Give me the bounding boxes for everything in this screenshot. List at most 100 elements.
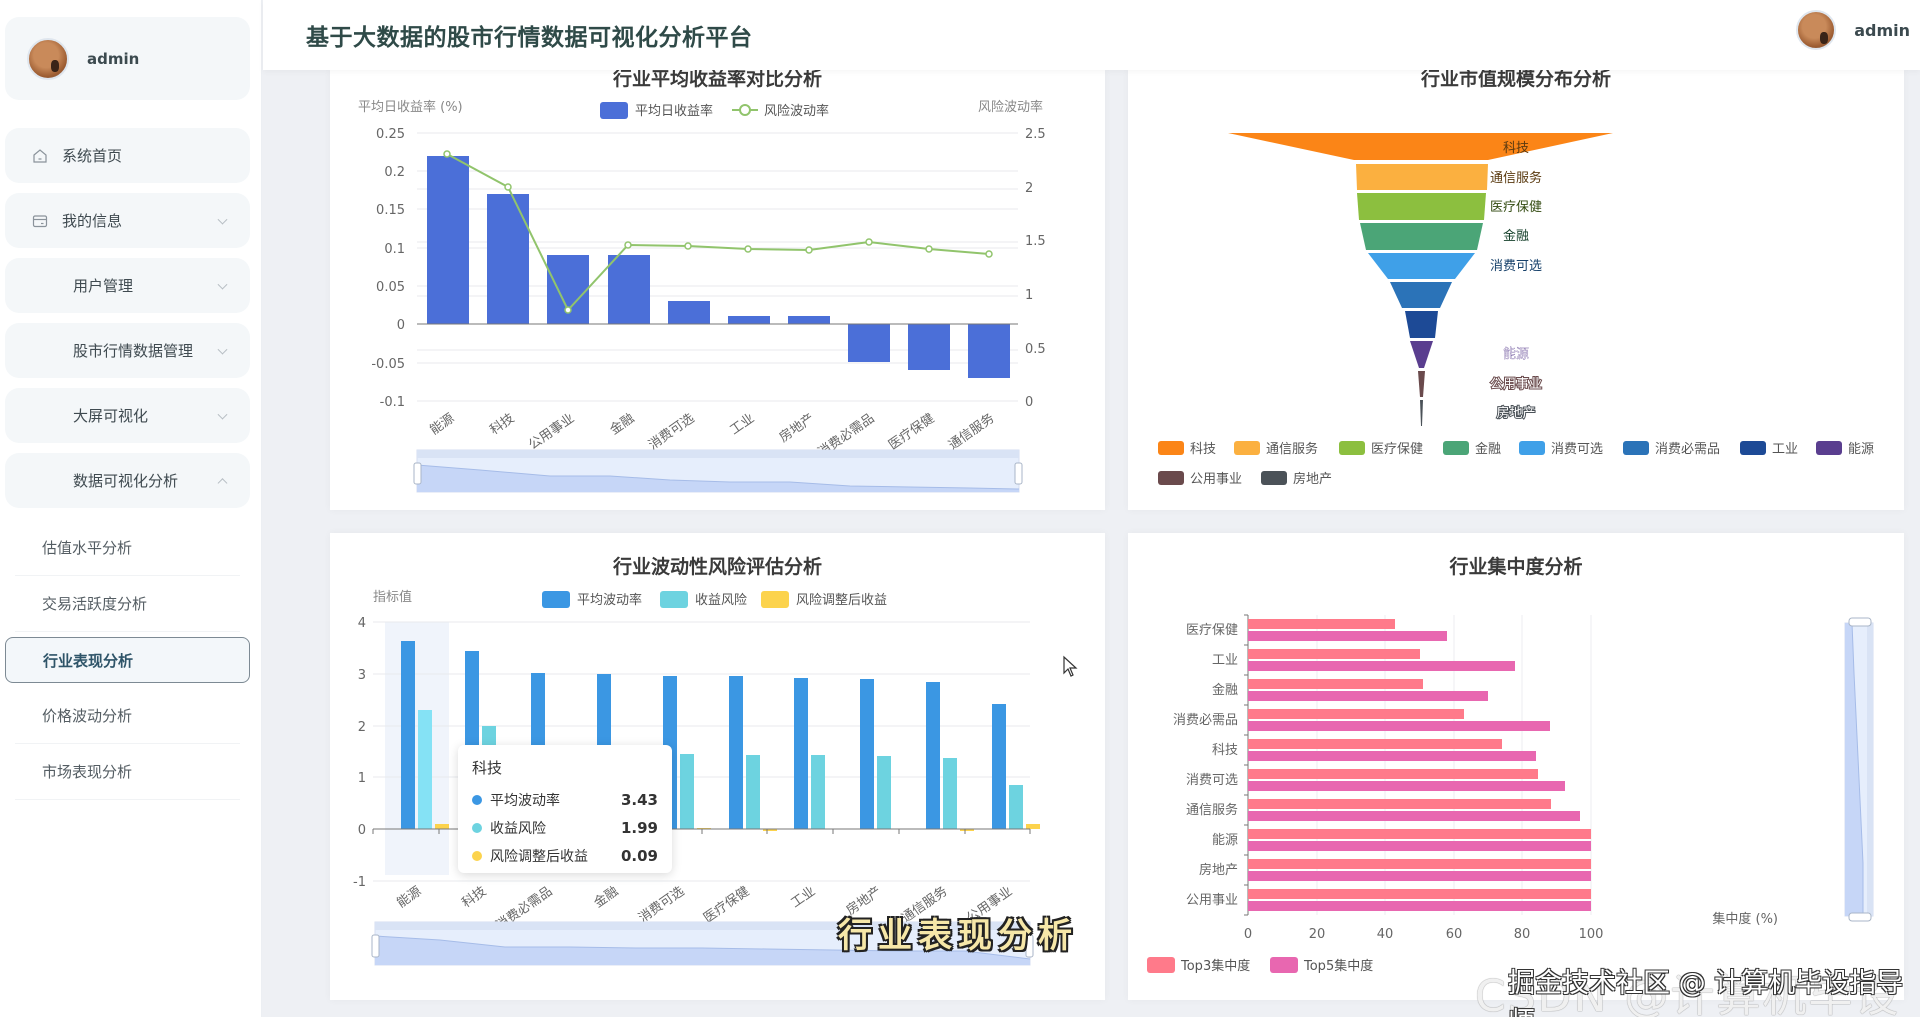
sidebar-user-name: admin [87, 49, 140, 68]
tooltip-label: 收益风险 [490, 821, 546, 837]
tooltip-row: 收益风险 1.99 [472, 814, 658, 842]
bar-series-top3[interactable] [1248, 619, 1591, 899]
x-tick: 金融 [607, 410, 637, 438]
legend-swatch[interactable] [1740, 441, 1766, 455]
funnel-label: 科技 [1503, 141, 1529, 156]
legend-swatch[interactable] [1816, 441, 1842, 455]
submenu-trading-activity-analysis[interactable]: 交易活跃度分析 [15, 576, 240, 632]
funnel-segment[interactable] [1368, 253, 1475, 279]
funnel-segment[interactable] [1356, 164, 1488, 190]
legend-label[interactable]: 科技 [1190, 442, 1216, 457]
y-tick-right: 1.5 [1025, 234, 1046, 249]
header-user-menu[interactable]: admin [1796, 10, 1910, 50]
legend-label[interactable]: 风险波动率 [764, 103, 829, 119]
chevron-down-icon [217, 214, 228, 225]
funnel-segment[interactable] [1390, 282, 1452, 308]
legend-swatch[interactable] [1147, 957, 1175, 973]
sidebar-item-big-screen[interactable]: 大屏可视化 [5, 388, 250, 443]
legend-label[interactable]: Top3集中度 [1180, 958, 1250, 974]
y-tick: -1 [353, 875, 366, 890]
data-zoom-handle-top[interactable] [1848, 617, 1872, 627]
market-cap-funnel-chart[interactable]: 科技 通信服务 医疗保健 金融 消费可选 消费必需品 工业 能源 公用事业 房地… [1128, 70, 1904, 510]
funnel-segment[interactable] [1228, 133, 1613, 160]
funnel-segment[interactable] [1418, 371, 1425, 397]
legend-swatch[interactable] [1270, 957, 1298, 973]
x-tick: 医疗保健 [701, 884, 752, 926]
legend-label[interactable]: 消费必需品 [1655, 442, 1720, 457]
legend-swatch[interactable] [1158, 441, 1184, 455]
line-series-volatility[interactable] [446, 153, 990, 312]
sidebar-item-data-analysis[interactable]: 数据可视化分析 [5, 453, 250, 508]
legend-swatch[interactable] [1158, 471, 1184, 485]
legend-swatch[interactable] [761, 591, 789, 608]
legend-label[interactable]: 通信服务 [1266, 441, 1318, 457]
chart-tooltip: 科技 平均波动率 3.43 收益风险 1.99 风险调整后收益 0.09 [458, 745, 672, 873]
funnel-segment[interactable] [1410, 341, 1433, 368]
legend-label[interactable]: 收益风险 [695, 593, 747, 608]
funnel-segment[interactable] [1405, 311, 1438, 338]
y-tick: 消费必需品 [1173, 713, 1238, 728]
data-zoom-slider-vertical[interactable] [1844, 617, 1874, 922]
sidebar-item-label: 大屏可视化 [73, 407, 149, 425]
legend-label[interactable]: 公用事业 [1190, 472, 1242, 487]
legend-label[interactable]: 金融 [1475, 441, 1501, 457]
chart-card-concentration: 行业集中度分析 医疗保健 工业 金融 消费必需品 科技 消费可选 通信服务 能源… [1128, 533, 1904, 1000]
y-tick-right: 1 [1025, 288, 1033, 303]
mouse-cursor-icon [1063, 655, 1078, 677]
sidebar-item-home[interactable]: 系统首页 [5, 128, 250, 183]
x-tick: 科技 [487, 411, 517, 438]
data-zoom-slider[interactable] [413, 449, 1023, 493]
data-zoom-handle-right[interactable] [1014, 462, 1023, 485]
legend-swatch[interactable] [1623, 441, 1649, 455]
data-zoom-handle-left[interactable] [413, 462, 422, 485]
legend-swatch[interactable] [1519, 441, 1545, 455]
funnel-segment[interactable] [1360, 223, 1483, 250]
avg-return-chart[interactable]: 平均日收益率 (%) 风险波动率 平均日收益率 风险波动率 0.25 0.2 0… [330, 70, 1105, 510]
funnel-segment[interactable] [1420, 400, 1423, 426]
submenu-price-volatility-analysis[interactable]: 价格波动分析 [15, 688, 240, 744]
legend-label[interactable]: 消费可选 [1551, 442, 1603, 457]
legend-label[interactable]: Top5集中度 [1303, 958, 1373, 974]
x-tick: 医疗保健 [886, 411, 937, 453]
legend-label[interactable]: 医疗保健 [1371, 442, 1423, 457]
bar-series-avg-return[interactable] [427, 156, 1010, 378]
data-zoom-handle-left[interactable] [371, 934, 380, 958]
grid-icon [39, 408, 55, 424]
sidebar-user-card[interactable]: admin [5, 17, 250, 100]
tooltip-title: 科技 [472, 759, 503, 777]
legend-swatch[interactable] [542, 591, 570, 608]
concentration-chart[interactable]: 医疗保健 工业 金融 消费必需品 科技 消费可选 通信服务 能源 房地产 公用事… [1128, 533, 1904, 1000]
data-zoom-handle-right[interactable] [1025, 934, 1034, 958]
legend-swatch-bar[interactable] [600, 102, 628, 119]
header-user-name: admin [1854, 20, 1910, 40]
legend-label[interactable]: 平均波动率 [577, 592, 642, 608]
data-zoom-handle-bottom[interactable] [1848, 912, 1872, 922]
x-tick: 房地产 [776, 410, 817, 445]
funnel-label: 消费必需品 [1483, 288, 1548, 303]
legend-swatch[interactable] [1261, 471, 1287, 485]
legend-swatch[interactable] [660, 591, 688, 608]
sidebar-item-stock-data-management[interactable]: 股市行情数据管理 [5, 323, 250, 378]
legend-label[interactable]: 房地产 [1293, 471, 1332, 487]
legend-label[interactable]: 能源 [1848, 442, 1874, 457]
tooltip-value: 1.99 [620, 819, 658, 837]
y-tick: 消费可选 [1186, 773, 1238, 788]
legend-swatch[interactable] [1443, 441, 1469, 455]
submenu-market-performance-analysis[interactable]: 市场表现分析 [15, 744, 240, 800]
sidebar-item-user-management[interactable]: 用户管理 [5, 258, 250, 313]
submenu-valuation-analysis[interactable]: 估值水平分析 [15, 520, 240, 576]
legend-swatch-line[interactable] [739, 104, 751, 116]
funnel-label: 医疗保健 [1490, 200, 1542, 215]
legend-label[interactable]: 风险调整后收益 [796, 593, 887, 608]
page-title: 基于大数据的股市行情数据可视化分析平台 [306, 25, 753, 51]
submenu-industry-performance-analysis[interactable]: 行业表现分析 [5, 637, 250, 683]
sidebar-item-my-info[interactable]: 我的信息 [5, 193, 250, 248]
data-zoom-slider[interactable] [371, 921, 1034, 966]
legend-swatch[interactable] [1234, 441, 1260, 455]
funnel-segment[interactable] [1357, 193, 1486, 220]
bar-series-top5[interactable] [1248, 631, 1591, 911]
legend-label[interactable]: 平均日收益率 [635, 103, 713, 119]
legend-label[interactable]: 工业 [1772, 442, 1798, 457]
legend-swatch[interactable] [1339, 441, 1365, 455]
x-tick: 能源 [394, 884, 424, 911]
